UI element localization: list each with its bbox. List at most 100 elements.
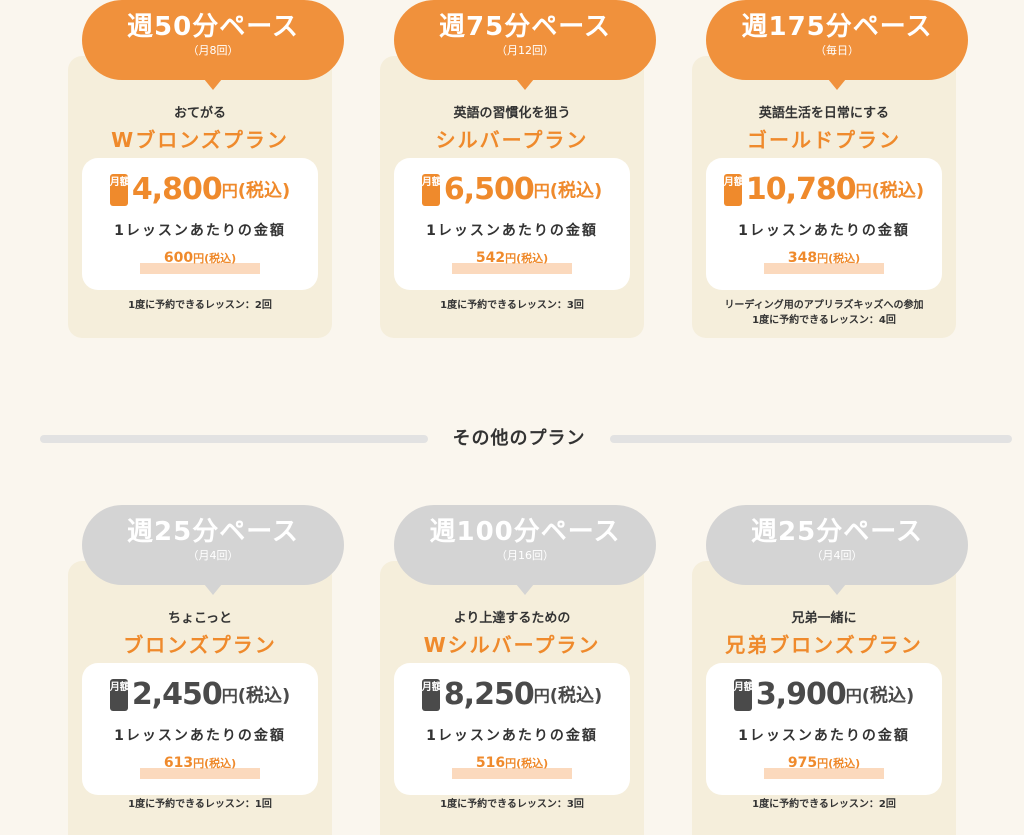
per-lesson-label: 1レッスンあたりの金額: [426, 223, 598, 239]
per-lesson-price: 975円(税込): [764, 755, 884, 779]
pace-title: 週175分ペース: [741, 12, 933, 42]
monthly-badge: 月額: [723, 173, 744, 206]
price-box: 月額6,500円(税込) 1レッスンあたりの金額 542円(税込): [394, 158, 630, 290]
per-lesson-amount: 516: [475, 755, 506, 771]
price-tax: (税込): [861, 685, 915, 707]
per-lesson-price: 516円(税込): [452, 755, 572, 779]
pace-subtitle: （月4回）: [811, 549, 863, 562]
per-lesson-amount: 613: [163, 755, 194, 771]
per-lesson-label: 1レッスンあたりの金額: [738, 223, 910, 239]
plan-name: Wシルバープラン: [423, 633, 601, 657]
pace-subtitle: （毎日）: [815, 44, 859, 57]
per-lesson-yen: 円(税込): [817, 757, 861, 770]
per-lesson-label: 1レッスンあたりの金額: [738, 728, 910, 744]
pace-subtitle: （月4回）: [187, 549, 239, 562]
per-lesson-price: 348円(税込): [764, 250, 884, 274]
price-yen: 円: [533, 181, 550, 201]
footnote-line: 1度に予約できるレッスン：4回: [752, 315, 896, 326]
monthly-price: 月額2,450円(税込): [82, 677, 318, 712]
per-lesson-amount: 600: [163, 250, 194, 266]
per-lesson-yen: 円(税込): [505, 757, 549, 770]
monthly-price: 月額8,250円(税込): [394, 677, 630, 712]
price-tax: (税込): [237, 180, 291, 202]
price-tax: (税込): [237, 685, 291, 707]
pace-subtitle: （月16回）: [496, 549, 554, 562]
per-lesson-price: 600円(税込): [140, 250, 260, 274]
footnote-line: 1度に予約できるレッスン：2回: [752, 799, 896, 810]
plan-name: Wブロンズプラン: [111, 128, 289, 152]
plan-card-gold[interactable]: 週175分ペース （毎日） 英語生活を日常にする ゴールドプラン 月額10,78…: [692, 0, 968, 338]
plan-card-w-silver[interactable]: 週100分ペース （月16回） より上達するための Wシルバープラン 月額8,2…: [380, 505, 656, 835]
pace-bubble: 週175分ペース （毎日）: [706, 0, 968, 90]
plan-name: シルバープラン: [435, 128, 589, 152]
footnote-line: 1度に予約できるレッスン：1回: [128, 799, 272, 810]
pace-title: 週25分ペース: [751, 517, 923, 547]
price-yen: 円: [221, 181, 238, 201]
per-lesson-amount: 975: [787, 755, 818, 771]
plan-footnote: 1度に予約できるレッスン：2回: [68, 298, 332, 313]
price-box: 月額2,450円(税込) 1レッスンあたりの金額 613円(税込): [82, 663, 318, 795]
price-amount: 4,800: [131, 172, 223, 207]
plan-card-silver[interactable]: 週75分ペース （月12回） 英語の習慣化を狙う シルバープラン 月額6,500…: [380, 0, 656, 338]
monthly-badge: 月額: [109, 173, 130, 206]
monthly-badge: 月額: [421, 173, 442, 206]
per-lesson-yen: 円(税込): [505, 252, 549, 265]
plan-tagline: おてがる: [173, 106, 226, 121]
plan-tagline: 英語の習慣化を狙う: [453, 106, 571, 121]
plan-card-w-bronze[interactable]: 週50分ペース （月8回） おてがる Wブロンズプラン 月額4,800円(税込)…: [68, 0, 344, 338]
monthly-badge: 月額: [421, 678, 442, 711]
pace-subtitle: （月12回）: [496, 44, 554, 57]
plan-tagline: 英語生活を日常にする: [758, 106, 890, 121]
pace-subtitle: （月8回）: [187, 44, 239, 57]
per-lesson-yen: 円(税込): [193, 252, 237, 265]
main-plans-row: 週50分ペース （月8回） おてがる Wブロンズプラン 月額4,800円(税込)…: [0, 0, 1024, 340]
monthly-price: 月額3,900円(税込): [706, 677, 942, 712]
pace-bubble: 週100分ペース （月16回）: [394, 505, 656, 595]
price-tax: (税込): [871, 180, 925, 202]
divider-bar-left: [40, 435, 428, 443]
monthly-price: 月額6,500円(税込): [394, 172, 630, 207]
plan-footnote: リーディング用のアプリラズキッズへの参加 1度に予約できるレッスン：4回: [692, 298, 956, 328]
per-lesson-yen: 円(税込): [817, 252, 861, 265]
plan-footnote: 1度に予約できるレッスン：2回: [692, 797, 956, 812]
plan-tagline: 兄弟一緒に: [791, 611, 857, 626]
plan-name: ブロンズプラン: [123, 633, 277, 657]
price-amount: 8,250: [443, 677, 535, 712]
pace-title: 週100分ペース: [429, 517, 621, 547]
plan-name: ゴールドプラン: [747, 128, 901, 152]
per-lesson-amount: 542: [475, 250, 506, 266]
monthly-badge: 月額: [109, 678, 130, 711]
footnote-line: 1度に予約できるレッスン：3回: [440, 300, 584, 311]
monthly-price: 月額4,800円(税込): [82, 172, 318, 207]
price-yen: 円: [533, 686, 550, 706]
pace-title: 週25分ペース: [127, 517, 299, 547]
other-plans-title: その他のプラン: [452, 428, 586, 449]
per-lesson-label: 1レッスンあたりの金額: [114, 223, 286, 239]
plan-card-bronze[interactable]: 週25分ペース （月4回） ちょこっと ブロンズプラン 月額2,450円(税込)…: [68, 505, 344, 835]
per-lesson-label: 1レッスンあたりの金額: [426, 728, 598, 744]
monthly-price: 月額10,780円(税込): [706, 172, 942, 207]
other-plans-divider: その他のプラン: [40, 426, 1012, 452]
price-amount: 6,500: [443, 172, 535, 207]
pace-title: 週75分ペース: [439, 12, 611, 42]
per-lesson-amount: 348: [787, 250, 818, 266]
price-amount: 3,900: [755, 677, 847, 712]
price-box: 月額8,250円(税込) 1レッスンあたりの金額 516円(税込): [394, 663, 630, 795]
price-yen: 円: [845, 686, 862, 706]
per-lesson-price: 613円(税込): [140, 755, 260, 779]
pace-bubble: 週75分ペース （月12回）: [394, 0, 656, 90]
footnote-line: リーディング用のアプリラズキッズへの参加: [724, 300, 924, 311]
price-amount: 2,450: [131, 677, 223, 712]
plan-footnote: 1度に予約できるレッスン：3回: [380, 298, 644, 313]
plan-card-sibling-bronze[interactable]: 週25分ペース （月4回） 兄弟一緒に 兄弟ブロンズプラン 月額3,900円(税…: [692, 505, 968, 835]
pace-title: 週50分ペース: [127, 12, 299, 42]
plan-footnote: 1度に予約できるレッスン：3回: [380, 797, 644, 812]
price-box: 月額10,780円(税込) 1レッスンあたりの金額 348円(税込): [706, 158, 942, 290]
price-amount: 10,780: [745, 172, 857, 207]
footnote-line: 1度に予約できるレッスン：3回: [440, 799, 584, 810]
per-lesson-yen: 円(税込): [193, 757, 237, 770]
pace-bubble: 週50分ペース （月8回）: [82, 0, 344, 90]
plan-tagline: より上達するための: [453, 611, 571, 626]
monthly-badge: 月額: [733, 678, 754, 711]
price-yen: 円: [855, 181, 872, 201]
